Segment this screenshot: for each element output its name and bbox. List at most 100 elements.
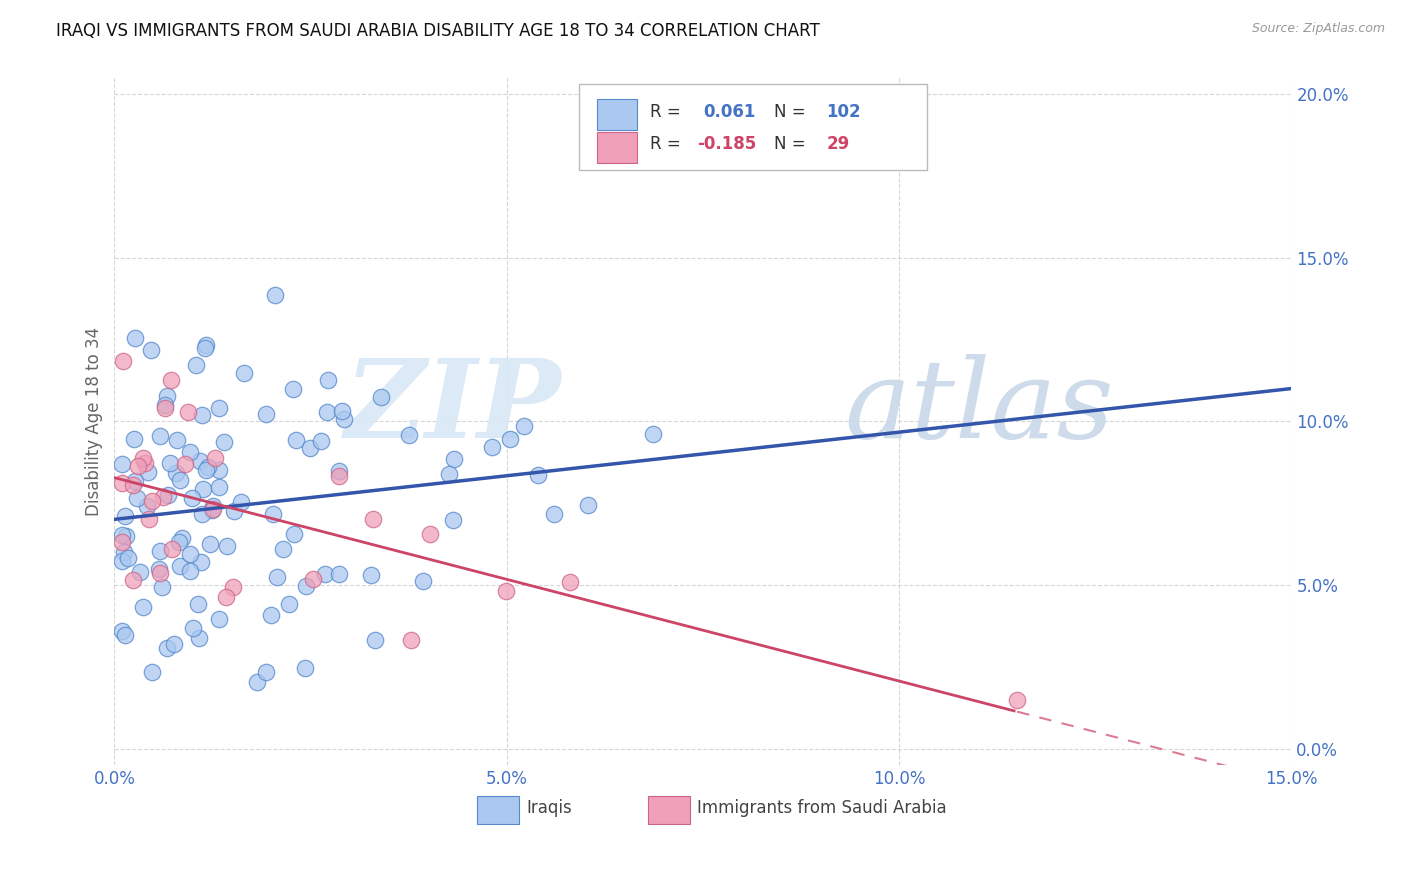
Point <box>156 488 179 502</box>
Point <box>117 550 139 565</box>
Point <box>114 627 136 641</box>
Point <box>122 432 145 446</box>
Point <box>141 665 163 680</box>
Point <box>163 637 186 651</box>
Point <box>111 475 134 490</box>
Point <box>314 567 336 582</box>
Point <box>330 403 353 417</box>
Point <box>399 632 422 647</box>
Point <box>208 611 231 625</box>
Point <box>141 343 163 358</box>
Point <box>179 564 201 578</box>
Point <box>112 545 135 559</box>
Point <box>513 419 536 434</box>
Point <box>194 341 217 355</box>
Text: 29: 29 <box>827 136 849 153</box>
Point <box>167 535 190 549</box>
Point <box>201 502 224 516</box>
Point <box>245 674 267 689</box>
Point <box>231 495 253 509</box>
Point <box>543 507 565 521</box>
Point <box>135 499 157 513</box>
Point <box>264 287 287 301</box>
Point <box>155 389 177 403</box>
Point <box>294 661 316 675</box>
Point <box>127 459 149 474</box>
Point <box>370 390 392 404</box>
Point <box>149 544 172 558</box>
Y-axis label: Disability Age 18 to 34: Disability Age 18 to 34 <box>86 326 103 516</box>
Point <box>215 539 238 553</box>
Point <box>262 507 284 521</box>
Point <box>299 442 322 456</box>
Point <box>131 600 153 615</box>
Point <box>194 463 217 477</box>
Point <box>181 491 204 505</box>
Point <box>111 554 134 568</box>
Point <box>224 504 246 518</box>
Point <box>169 558 191 573</box>
Point <box>278 597 301 611</box>
Point <box>112 353 135 368</box>
Point <box>111 624 134 638</box>
Point <box>437 467 460 482</box>
Text: Immigrants from Saudi Arabia: Immigrants from Saudi Arabia <box>697 799 946 817</box>
Point <box>201 503 224 517</box>
Point <box>266 570 288 584</box>
Point <box>173 457 195 471</box>
Point <box>316 405 339 419</box>
Point <box>215 590 238 604</box>
Point <box>285 433 308 447</box>
Point <box>111 534 134 549</box>
Point <box>443 452 465 467</box>
Point <box>181 621 204 635</box>
Text: Iraqis: Iraqis <box>526 799 572 817</box>
Point <box>254 407 277 421</box>
Point <box>111 528 134 542</box>
Point <box>333 412 356 426</box>
Point <box>281 382 304 396</box>
Point <box>302 572 325 586</box>
Point <box>122 573 145 587</box>
Point <box>188 631 211 645</box>
Point <box>149 428 172 442</box>
Point <box>499 433 522 447</box>
Point <box>233 366 256 380</box>
FancyBboxPatch shape <box>598 99 637 130</box>
Point <box>125 491 148 505</box>
FancyBboxPatch shape <box>648 796 690 823</box>
Point <box>191 409 214 423</box>
Point <box>208 401 231 415</box>
Point <box>190 507 212 521</box>
Point <box>134 456 156 470</box>
Point <box>361 512 384 526</box>
Point <box>114 529 136 543</box>
Point <box>328 469 350 483</box>
Point <box>111 457 134 471</box>
Text: N =: N = <box>773 103 806 120</box>
Point <box>271 541 294 556</box>
Point <box>208 480 231 494</box>
Text: ZIP: ZIP <box>344 354 561 461</box>
Point <box>363 632 385 647</box>
Point <box>160 373 183 387</box>
Point <box>179 445 201 459</box>
Point <box>153 398 176 412</box>
Point <box>148 562 170 576</box>
Point <box>360 568 382 582</box>
Point <box>187 597 209 611</box>
Point <box>179 547 201 561</box>
Point <box>309 434 332 449</box>
Point <box>201 499 224 513</box>
Point <box>169 474 191 488</box>
Text: R =: R = <box>650 136 681 153</box>
Point <box>259 608 281 623</box>
Text: atlas: atlas <box>844 354 1114 461</box>
Point <box>114 508 136 523</box>
Point <box>188 453 211 467</box>
Point <box>328 566 350 581</box>
Point <box>121 478 143 492</box>
Point <box>193 482 215 496</box>
Point <box>558 574 581 589</box>
Point <box>190 555 212 569</box>
